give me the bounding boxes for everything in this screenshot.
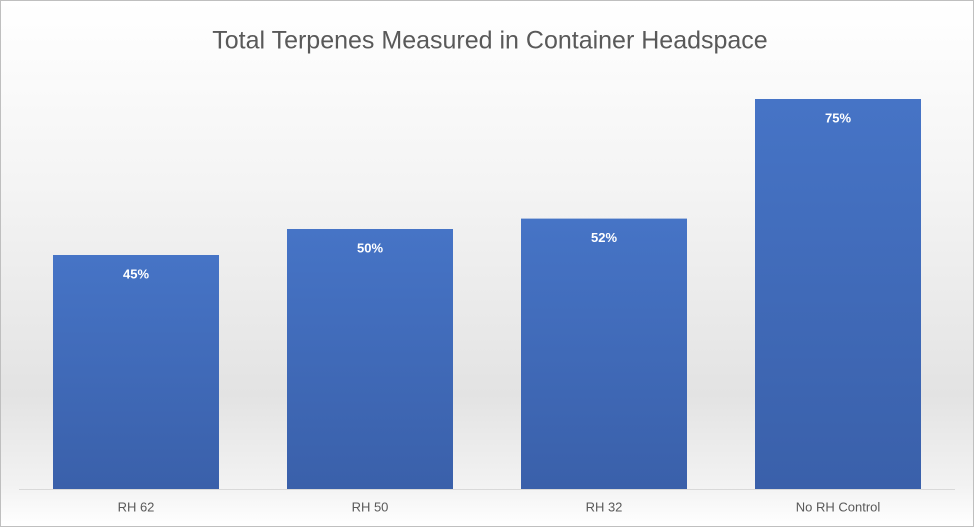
x-tick-label: No RH Control (796, 499, 881, 514)
x-tick-label: RH 32 (586, 499, 623, 514)
bar (521, 218, 687, 489)
chart-title: Total Terpenes Measured in Container Hea… (212, 27, 767, 55)
value-label: 52% (591, 230, 617, 245)
bar (287, 229, 453, 489)
value-label: 45% (123, 266, 149, 281)
bar (53, 255, 219, 489)
value-label: 50% (357, 240, 383, 255)
x-tick-label: RH 62 (118, 499, 155, 514)
x-tick-label: RH 50 (352, 499, 389, 514)
value-label: 75% (825, 110, 851, 125)
bar (755, 99, 921, 489)
